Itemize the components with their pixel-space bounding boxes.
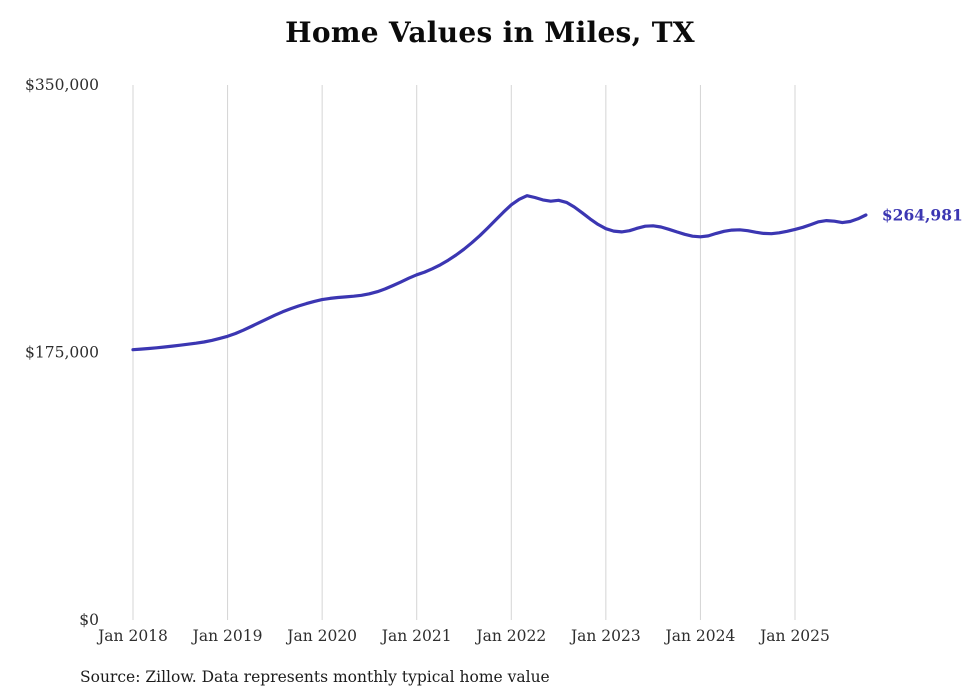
x-axis-tick-label: Jan 2018 <box>96 627 168 645</box>
x-axis-tick-label: Jan 2021 <box>380 627 452 645</box>
gridlines <box>132 85 796 620</box>
x-axis-tick-label: Jan 2025 <box>758 627 830 645</box>
chart-title: Home Values in Miles, TX <box>285 16 695 49</box>
x-axis-tick-labels: Jan 2018 Jan 2019 Jan 2020 Jan 2021 Jan 2022… <box>96 627 830 645</box>
x-axis-tick-label: Jan 2019 <box>191 627 263 645</box>
x-axis-tick-label: Jan 2022 <box>474 627 546 645</box>
x-axis-tick-label: Jan 2023 <box>569 627 641 645</box>
x-axis-tick-label: Jan 2020 <box>285 627 357 645</box>
y-axis-tick-label: $175,000 <box>25 344 99 362</box>
source-note: Source: Zillow. Data represents monthly … <box>80 668 550 686</box>
x-axis-tick-label: Jan 2024 <box>664 627 736 645</box>
y-axis-tick-label: $350,000 <box>25 76 99 94</box>
end-value-label: $264,981 <box>882 206 963 225</box>
y-axis-tick-labels: $0 $175,000 $350,000 <box>25 76 99 629</box>
series-line <box>131 194 868 352</box>
y-axis-tick-label: $0 <box>79 611 99 629</box>
